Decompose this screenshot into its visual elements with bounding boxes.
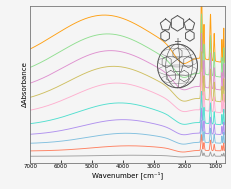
Text: +: + (173, 37, 181, 47)
X-axis label: Wavenumber [cm⁻¹]: Wavenumber [cm⁻¹] (92, 171, 162, 179)
Y-axis label: ΔAbsorbance: ΔAbsorbance (22, 61, 28, 107)
